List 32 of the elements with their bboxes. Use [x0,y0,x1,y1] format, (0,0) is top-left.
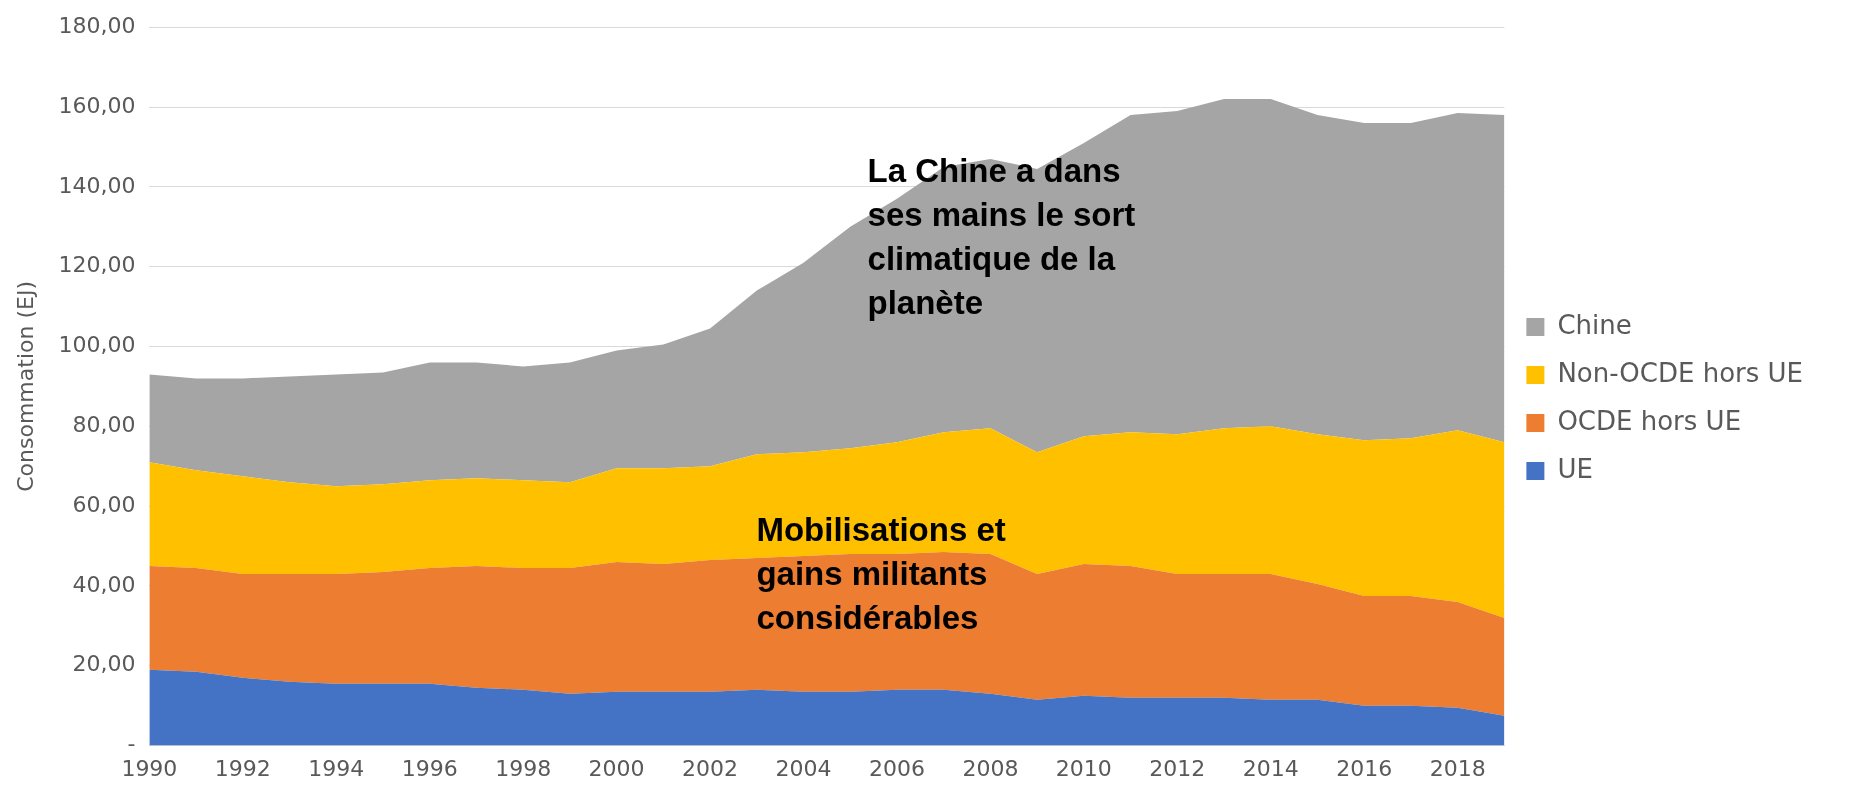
x-tick-label: 1996 [401,755,458,781]
x-tick-label: 1992 [214,755,271,781]
y-tick-label: 160,00 [58,92,136,118]
legend-label: OCDE hors UE [1557,405,1742,436]
x-tick-label: 2016 [1336,755,1393,781]
y-tick-label: 20,00 [72,651,136,677]
x-tick-label: 2014 [1242,755,1299,781]
x-tick-label: 2012 [1149,755,1206,781]
x-tick-label: 2006 [868,755,925,781]
y-tick-label: 120,00 [58,252,136,278]
y-tick-label: 180,00 [58,12,136,38]
legend-label: Chine [1557,309,1632,340]
x-tick-label: 2008 [962,755,1019,781]
x-tick-label: 2000 [588,755,645,781]
y-tick-label: 140,00 [58,172,136,198]
x-tick-label: 1990 [121,755,178,781]
y-tick-label: 60,00 [72,491,136,517]
legend-label: Non-OCDE hors UE [1557,357,1804,388]
y-tick-label: 80,00 [72,412,136,438]
x-tick-label: 1998 [495,755,552,781]
x-tick-label: 2002 [682,755,739,781]
legend-label: UE [1557,453,1593,484]
annotation: La Chine a dans ses mains le sort climatique de la planète [867,152,1136,322]
x-tick-label: 1994 [308,755,365,781]
y-tick-label: 100,00 [58,332,136,358]
y-tick-label: 40,00 [72,571,136,597]
x-tick-label: 2010 [1055,755,1112,781]
y-tick-label: - [127,731,136,757]
annotation: Mobilisations et gains militants considérables [756,511,1006,637]
x-tick-label: 2018 [1429,755,1486,781]
y-axis-title: Consommation (EJ) [12,281,38,492]
x-tick-label: 2004 [775,755,832,781]
